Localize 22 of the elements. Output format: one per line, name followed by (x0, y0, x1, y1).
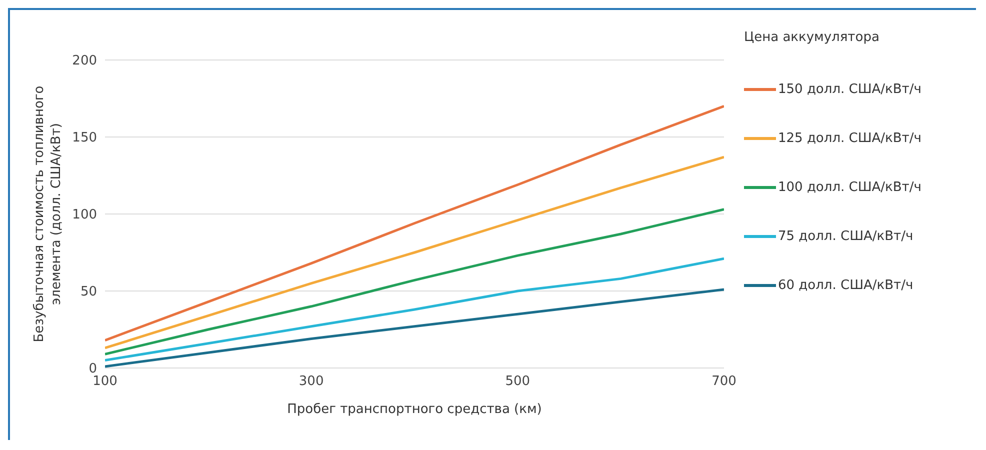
legend-label: 150 долл. США/кВт/ч (778, 82, 922, 97)
x-tick-label: 500 (505, 374, 530, 390)
line-series (105, 208, 724, 356)
y-axis-title: Безубыточная стоимость топливного элемента (долл. США/кВт) (32, 86, 64, 342)
line-series (105, 104, 724, 342)
line-series (105, 156, 724, 350)
x-axis-title: Пробег транспортного средства (км) (287, 402, 542, 417)
legend-label: 100 долл. США/кВт/ч (778, 180, 922, 195)
x-tick-label: 100 (92, 374, 118, 390)
line-series (105, 257, 724, 362)
legend-title: Цена аккумулятора (744, 30, 880, 45)
y-tick-label: 200 (72, 54, 97, 69)
y-tick-label: 50 (80, 284, 97, 300)
x-tick-label: 700 (712, 374, 736, 390)
y-tick-label: 100 (72, 208, 97, 223)
legend-label: 60 долл. США/кВт/ч (778, 278, 914, 293)
y-tick-label: 150 (72, 130, 97, 146)
x-tick-label: 300 (298, 374, 324, 390)
line-series (105, 288, 724, 368)
y-tick-label: 0 (88, 362, 97, 377)
legend-label: 125 долл. США/кВт/ч (778, 131, 922, 146)
legend-label: 75 долл. США/кВт/ч (778, 229, 914, 244)
